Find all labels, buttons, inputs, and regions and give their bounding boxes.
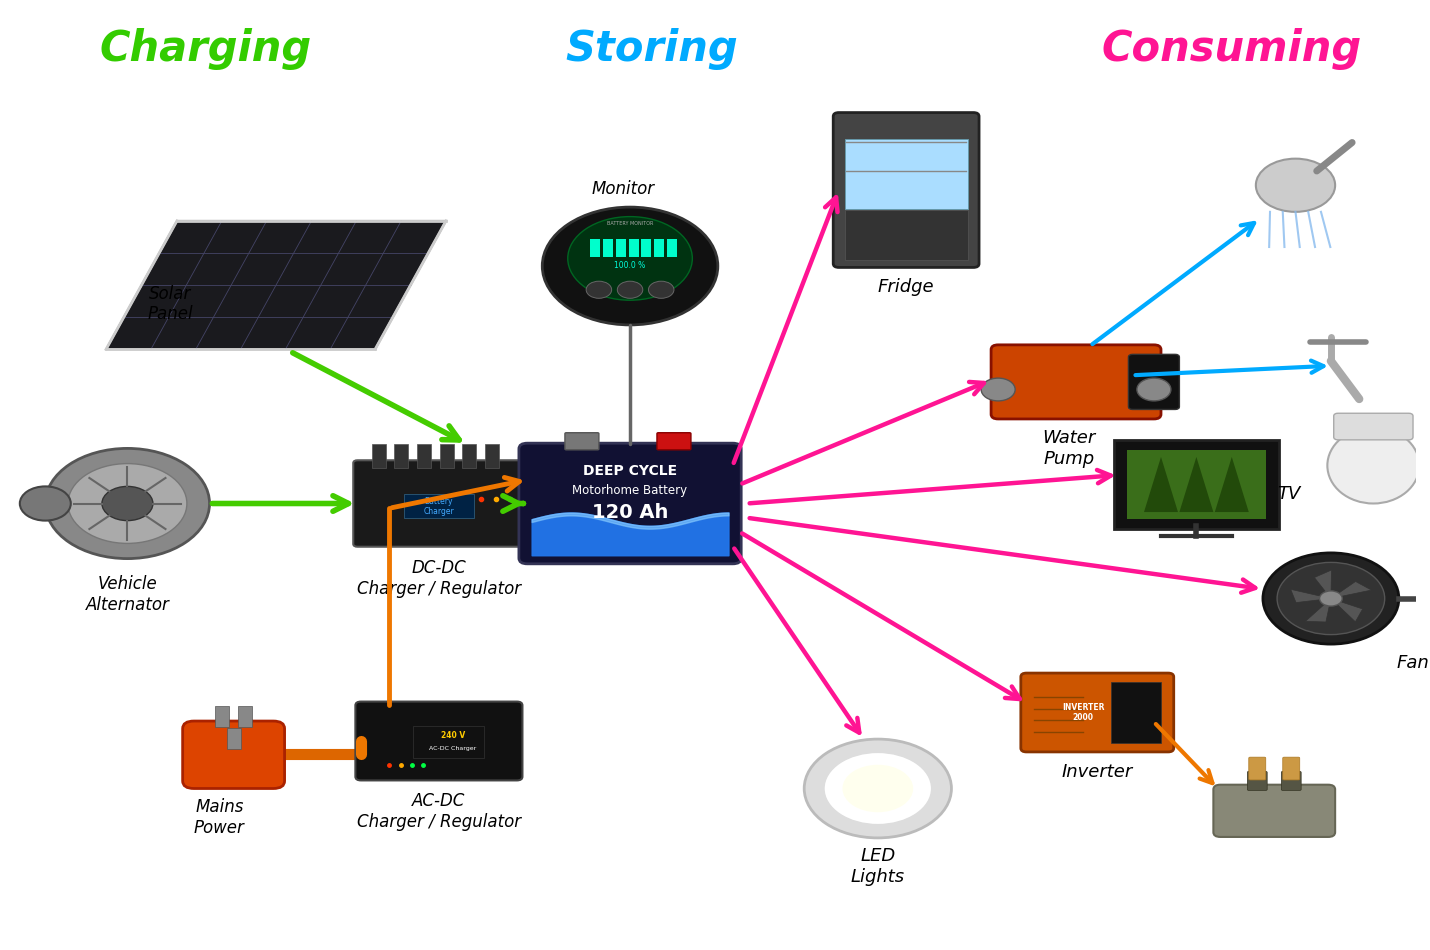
Circle shape bbox=[102, 486, 153, 521]
Polygon shape bbox=[1306, 598, 1331, 622]
FancyBboxPatch shape bbox=[214, 706, 229, 727]
FancyBboxPatch shape bbox=[395, 445, 409, 468]
FancyBboxPatch shape bbox=[845, 210, 968, 259]
FancyBboxPatch shape bbox=[1281, 771, 1301, 790]
FancyBboxPatch shape bbox=[1127, 450, 1266, 519]
FancyBboxPatch shape bbox=[226, 728, 240, 749]
FancyBboxPatch shape bbox=[616, 239, 626, 256]
Circle shape bbox=[804, 739, 951, 838]
FancyBboxPatch shape bbox=[1247, 771, 1267, 790]
Polygon shape bbox=[1314, 570, 1331, 598]
Text: AC-DC Charger: AC-DC Charger bbox=[429, 746, 476, 751]
Text: AC-DC
Charger / Regulator: AC-DC Charger / Regulator bbox=[358, 792, 521, 830]
Circle shape bbox=[20, 486, 72, 521]
Circle shape bbox=[824, 752, 931, 825]
Text: Monitor: Monitor bbox=[592, 180, 655, 198]
Text: Motorhome Battery: Motorhome Battery bbox=[572, 484, 688, 497]
Text: Battery
Charger: Battery Charger bbox=[423, 497, 455, 516]
Circle shape bbox=[1256, 159, 1336, 212]
Text: Mains
Power: Mains Power bbox=[194, 798, 245, 837]
FancyBboxPatch shape bbox=[356, 701, 522, 781]
Circle shape bbox=[1263, 553, 1399, 644]
FancyBboxPatch shape bbox=[418, 445, 430, 468]
Circle shape bbox=[842, 765, 914, 812]
FancyBboxPatch shape bbox=[485, 445, 499, 468]
FancyBboxPatch shape bbox=[1114, 440, 1278, 529]
Polygon shape bbox=[1144, 457, 1178, 512]
FancyBboxPatch shape bbox=[237, 706, 252, 727]
Polygon shape bbox=[1331, 598, 1363, 622]
Text: Fridge: Fridge bbox=[878, 277, 934, 295]
FancyBboxPatch shape bbox=[845, 139, 968, 209]
Circle shape bbox=[1320, 591, 1343, 606]
Text: Vehicle
Alternator: Vehicle Alternator bbox=[86, 575, 169, 614]
Ellipse shape bbox=[1327, 428, 1420, 504]
Text: Inverter: Inverter bbox=[1061, 764, 1133, 781]
FancyBboxPatch shape bbox=[603, 239, 613, 256]
FancyBboxPatch shape bbox=[372, 445, 386, 468]
Circle shape bbox=[586, 281, 612, 298]
Polygon shape bbox=[106, 221, 446, 350]
Polygon shape bbox=[1216, 457, 1248, 512]
Text: DEEP CYCLE: DEEP CYCLE bbox=[583, 465, 678, 478]
FancyBboxPatch shape bbox=[1248, 757, 1266, 780]
FancyBboxPatch shape bbox=[183, 721, 285, 788]
FancyBboxPatch shape bbox=[629, 239, 639, 256]
Circle shape bbox=[1137, 378, 1171, 401]
Text: BATTERY MONITOR: BATTERY MONITOR bbox=[606, 220, 654, 226]
Circle shape bbox=[542, 207, 718, 325]
FancyBboxPatch shape bbox=[834, 112, 980, 268]
FancyBboxPatch shape bbox=[1128, 354, 1180, 409]
FancyBboxPatch shape bbox=[439, 445, 453, 468]
FancyBboxPatch shape bbox=[565, 433, 599, 450]
Text: Storing: Storing bbox=[565, 28, 738, 70]
FancyBboxPatch shape bbox=[1214, 785, 1336, 837]
FancyBboxPatch shape bbox=[591, 239, 601, 256]
Text: DC-DC
Charger / Regulator: DC-DC Charger / Regulator bbox=[358, 559, 521, 598]
Circle shape bbox=[981, 378, 1015, 401]
Text: Solar
Panel: Solar Panel bbox=[147, 285, 193, 323]
FancyBboxPatch shape bbox=[654, 239, 664, 256]
Text: Consuming: Consuming bbox=[1101, 28, 1361, 70]
FancyBboxPatch shape bbox=[1021, 674, 1174, 752]
Circle shape bbox=[1277, 562, 1384, 635]
Circle shape bbox=[648, 281, 674, 298]
Text: Charging: Charging bbox=[99, 28, 312, 70]
FancyBboxPatch shape bbox=[519, 443, 741, 564]
FancyBboxPatch shape bbox=[1111, 682, 1161, 743]
FancyBboxPatch shape bbox=[413, 726, 485, 758]
FancyBboxPatch shape bbox=[666, 239, 676, 256]
Text: 240 V: 240 V bbox=[440, 731, 465, 740]
Text: 100.0 %: 100.0 % bbox=[615, 261, 646, 271]
FancyBboxPatch shape bbox=[991, 345, 1161, 419]
Text: LED
Lights: LED Lights bbox=[851, 847, 905, 886]
Text: Fan: Fan bbox=[1397, 654, 1430, 672]
FancyBboxPatch shape bbox=[656, 433, 691, 450]
Text: Water
Pump: Water Pump bbox=[1042, 429, 1095, 468]
Circle shape bbox=[568, 217, 692, 300]
Circle shape bbox=[69, 464, 187, 543]
Polygon shape bbox=[1291, 589, 1331, 602]
FancyBboxPatch shape bbox=[353, 461, 525, 547]
Polygon shape bbox=[1180, 457, 1214, 512]
Text: INVERTER
2000: INVERTER 2000 bbox=[1062, 703, 1104, 722]
Circle shape bbox=[46, 448, 210, 559]
FancyBboxPatch shape bbox=[462, 445, 476, 468]
Text: TV: TV bbox=[1277, 485, 1300, 503]
FancyBboxPatch shape bbox=[1283, 757, 1300, 780]
FancyBboxPatch shape bbox=[1334, 413, 1413, 440]
Circle shape bbox=[618, 281, 644, 298]
Polygon shape bbox=[1331, 581, 1371, 598]
FancyBboxPatch shape bbox=[642, 239, 651, 256]
Text: 120 Ah: 120 Ah bbox=[592, 504, 668, 522]
FancyBboxPatch shape bbox=[403, 494, 475, 518]
